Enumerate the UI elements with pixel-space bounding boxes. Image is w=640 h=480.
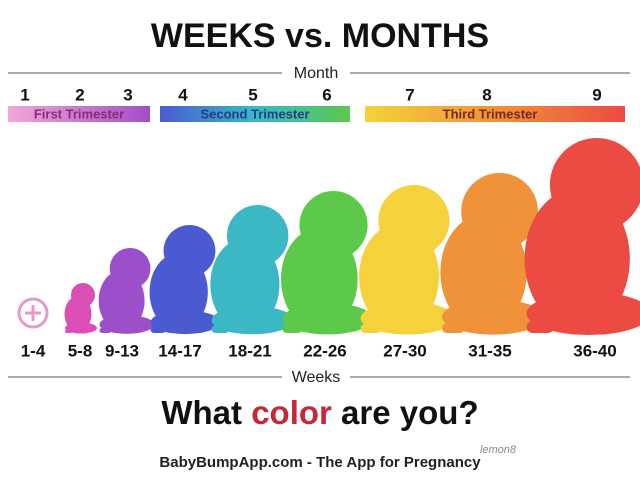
trimester-label: Second Trimester: [200, 106, 309, 121]
fetus: [280, 191, 374, 335]
month-number: 4: [178, 85, 188, 104]
tagline-part: What: [161, 394, 251, 431]
week-range: 1-4: [21, 341, 46, 360]
week-range: 18-21: [228, 341, 271, 360]
month-number: 7: [405, 85, 414, 104]
week-range: 5-8: [68, 341, 93, 360]
month-number: 9: [592, 85, 601, 104]
month-number: 8: [482, 85, 491, 104]
month-row: 1 2 3 4 5 6 7 8 9: [20, 85, 601, 104]
footer: BabyBumpApp.com - The App for Pregnancy: [159, 454, 481, 471]
trimester-bar: [365, 106, 625, 122]
trimester-bar: [8, 106, 150, 122]
fetus: [524, 138, 640, 335]
trimester-bar: [160, 106, 350, 122]
embryo-icon: [25, 305, 41, 321]
fetus: [98, 248, 154, 334]
month-label: Month: [294, 65, 338, 82]
month-number: 2: [75, 85, 84, 104]
tagline-color-word: color: [251, 394, 332, 431]
month-number: 1: [20, 85, 29, 104]
trimester-label: Third Trimester: [443, 106, 538, 121]
week-range: 36-40: [573, 341, 616, 360]
month-number: 3: [123, 85, 132, 104]
week-range: 22-26: [303, 341, 346, 360]
fetus: [210, 205, 294, 335]
trimester-label: First Trimester: [34, 106, 124, 121]
watermark: lemon8: [480, 444, 517, 456]
week-range: 31-35: [468, 341, 511, 360]
week-range: 9-13: [105, 341, 139, 360]
fetus: [64, 283, 97, 334]
tagline-part: are you?: [332, 394, 479, 431]
fetus: [359, 185, 456, 335]
week-row: 1-4 5-8 9-13 14-17 18-21 22-26 27-30 31-35 36-40: [21, 341, 617, 360]
fetus-figures: [17, 138, 640, 335]
week-range: 27-30: [383, 341, 426, 360]
fetus: [149, 225, 220, 335]
weeks-label: Weeks: [292, 369, 341, 386]
embryo-icon: [17, 297, 49, 329]
tagline: What color are you?: [161, 394, 478, 431]
title: WEEKS vs. MONTHS: [151, 17, 489, 55]
month-number: 6: [322, 85, 331, 104]
month-number: 5: [248, 85, 257, 104]
week-range: 14-17: [158, 341, 201, 360]
